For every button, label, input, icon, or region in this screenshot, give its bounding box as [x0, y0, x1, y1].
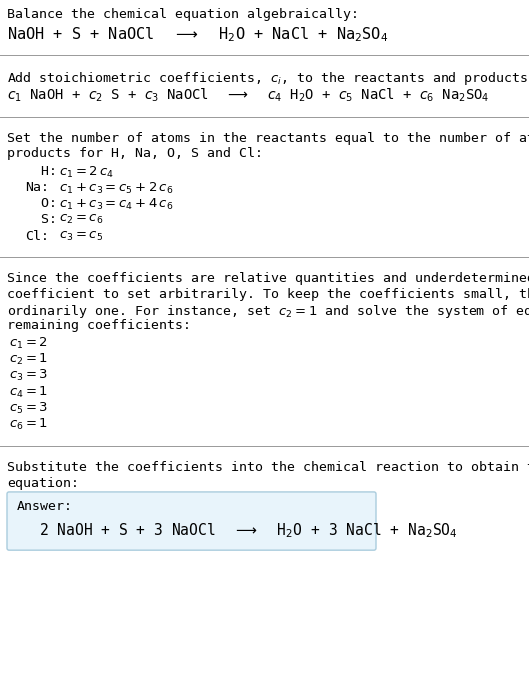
- Text: $c_3 = c_5$: $c_3 = c_5$: [59, 229, 103, 243]
- Text: Na:: Na:: [25, 181, 49, 194]
- Text: $c_6 = 1$: $c_6 = 1$: [9, 417, 48, 432]
- Text: equation:: equation:: [7, 477, 79, 490]
- Text: remaining coefficients:: remaining coefficients:: [7, 319, 191, 332]
- Text: H:: H:: [25, 165, 57, 177]
- Text: $c_1 + c_3 = c_4 + 4\,c_6$: $c_1 + c_3 = c_4 + 4\,c_6$: [59, 197, 174, 212]
- Text: O:: O:: [25, 197, 57, 210]
- Text: $c_3 = 3$: $c_3 = 3$: [9, 368, 48, 383]
- Text: $c_2 = c_6$: $c_2 = c_6$: [59, 214, 103, 227]
- Text: NaOH + S + NaOCl  $\longrightarrow$  H$_2$O + NaCl + Na$_2$SO$_4$: NaOH + S + NaOCl $\longrightarrow$ H$_2$…: [7, 25, 388, 44]
- Text: Add stoichiometric coefficients, $c_i$, to the reactants and products:: Add stoichiometric coefficients, $c_i$, …: [7, 70, 529, 87]
- Text: $c_1 = 2$: $c_1 = 2$: [9, 336, 48, 351]
- Text: Substitute the coefficients into the chemical reaction to obtain the balanced: Substitute the coefficients into the che…: [7, 462, 529, 475]
- Text: Balance the chemical equation algebraically:: Balance the chemical equation algebraica…: [7, 8, 359, 21]
- Text: Cl:: Cl:: [25, 229, 49, 243]
- Text: $c_4 = 1$: $c_4 = 1$: [9, 385, 48, 400]
- Text: $c_1$ NaOH + $c_2$ S + $c_3$ NaOCl  $\longrightarrow$  $c_4$ H$_2$O + $c_5$ NaCl: $c_1$ NaOH + $c_2$ S + $c_3$ NaOCl $\lon…: [7, 87, 489, 104]
- Text: $c_1 + c_3 = c_5 + 2\,c_6$: $c_1 + c_3 = c_5 + 2\,c_6$: [59, 181, 174, 196]
- Text: 2 NaOH + S + 3 NaOCl  $\longrightarrow$  H$_2$O + 3 NaCl + Na$_2$SO$_4$: 2 NaOH + S + 3 NaOCl $\longrightarrow$ H…: [39, 521, 458, 540]
- Text: Answer:: Answer:: [17, 500, 73, 513]
- Text: Since the coefficients are relative quantities and underdetermined, choose a: Since the coefficients are relative quan…: [7, 272, 529, 285]
- Text: S:: S:: [25, 214, 57, 227]
- FancyBboxPatch shape: [7, 492, 376, 550]
- Text: $c_1 = 2\,c_4$: $c_1 = 2\,c_4$: [59, 165, 114, 179]
- Text: products for H, Na, O, S and Cl:: products for H, Na, O, S and Cl:: [7, 148, 263, 161]
- Text: Set the number of atoms in the reactants equal to the number of atoms in the: Set the number of atoms in the reactants…: [7, 132, 529, 145]
- Text: coefficient to set arbitrarily. To keep the coefficients small, the arbitrary va: coefficient to set arbitrarily. To keep …: [7, 288, 529, 301]
- Text: $c_5 = 3$: $c_5 = 3$: [9, 401, 48, 416]
- Text: ordinarily one. For instance, set $c_2 = 1$ and solve the system of equations fo: ordinarily one. For instance, set $c_2 =…: [7, 303, 529, 320]
- Text: $c_2 = 1$: $c_2 = 1$: [9, 352, 48, 367]
